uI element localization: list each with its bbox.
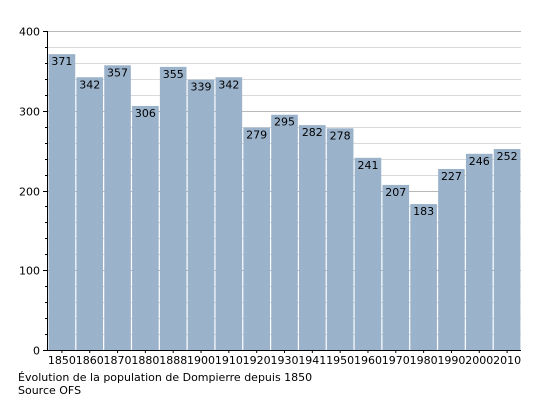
value-label-1860: 342 [79,78,100,91]
value-label-1970: 207 [385,186,406,199]
value-label-1900: 339 [191,81,212,94]
x-tick-label-1870: 1870 [104,354,132,367]
bar-1980 [410,204,437,350]
population-bar-chart: 371 342 357 306 355 339 342 279 295 282 278 241 207 1… [19,26,521,368]
bar-1900 [187,79,215,351]
x-tick-label-1910: 1910 [215,354,243,367]
data-labels: 371 342 357 306 355 339 342 279 295 282 278 241 207 1… [51,55,517,218]
x-tick-label-1888: 1888 [159,354,187,367]
bar-1990 [438,168,465,350]
bar-1888 [159,66,187,350]
value-label-1880: 306 [135,107,156,120]
x-tick-label-1920: 1920 [243,354,271,367]
chart-caption-source: Source OFS [18,384,82,397]
x-tick-label-1990: 1990 [437,354,465,367]
value-label-1920: 279 [246,129,267,142]
value-label-1930: 295 [274,116,295,129]
value-label-1870: 357 [107,66,128,79]
value-label-1980: 183 [413,205,434,218]
value-label-2000: 246 [469,155,490,168]
x-tick-label-1950: 1950 [326,354,354,367]
bar-2010 [493,149,521,350]
bar-1910 [215,77,243,350]
x-tick-label-1860: 1860 [76,354,104,367]
x-tick-label-1880: 1880 [131,354,159,367]
value-label-1950: 278 [330,129,351,142]
bar-1920 [243,127,270,350]
bar-1960 [354,157,382,350]
bar-1880 [132,105,159,350]
bar-1950 [326,128,354,350]
bar-1860 [76,77,104,350]
y-tick-label-100: 100 [19,265,40,278]
x-tick-label-2010: 2010 [493,354,521,367]
x-tick-label-1970: 1970 [382,354,410,367]
x-tick-label-1980: 1980 [410,354,438,367]
y-tick-label-0: 0 [33,345,40,358]
x-tick-label-2000: 2000 [465,354,493,367]
axes: 0 100 200 300 400 1850 1860 1870 1880 1888 1900 191… [19,26,521,368]
value-label-1990: 227 [441,170,462,183]
bar-1941 [299,125,326,350]
y-tick-label-400: 400 [19,26,40,39]
value-label-1910: 342 [218,78,239,91]
bar-1850 [48,54,76,350]
x-tick-label-1850: 1850 [48,354,76,367]
y-tick-label-200: 200 [19,186,40,199]
bar-2000 [465,153,493,350]
bar-1930 [271,114,298,351]
y-tick-label-300: 300 [19,106,40,119]
value-label-1960: 241 [357,159,378,172]
bar-1970 [382,184,410,350]
x-tick-label-1900: 1900 [187,354,215,367]
value-label-1941: 282 [302,126,323,139]
bars [48,54,521,351]
chart-caption-title: Évolution de la population de Dompierre … [18,371,313,384]
x-tick-label-1941: 1941 [298,354,326,367]
x-tick-label-1960: 1960 [354,354,382,367]
x-tick-label-1930: 1930 [271,354,299,367]
value-label-2010: 252 [497,150,518,163]
value-label-1850: 371 [51,55,72,68]
bar-1870 [104,65,131,350]
value-label-1888: 355 [163,68,184,81]
